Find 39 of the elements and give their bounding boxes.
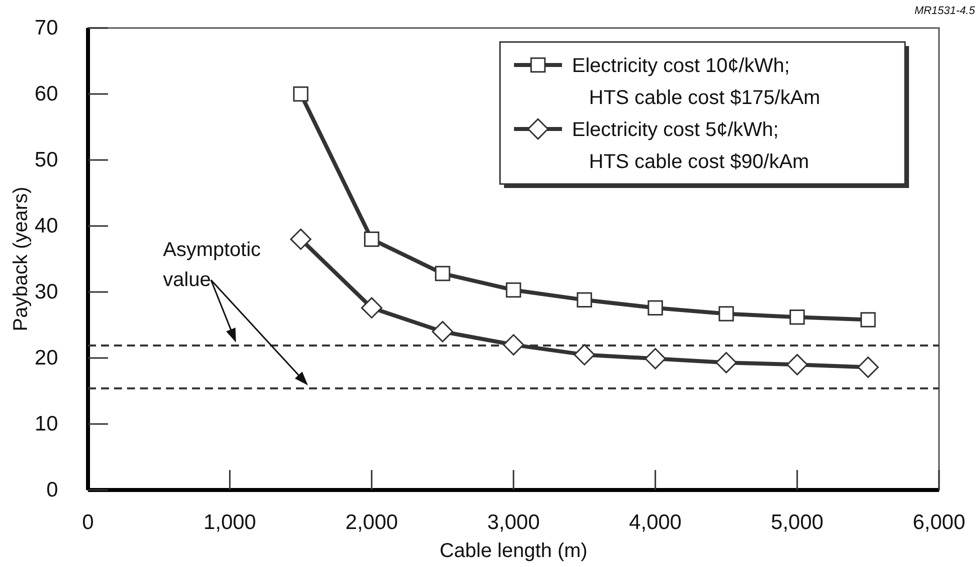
x-tick-label: 1,000 (204, 510, 256, 534)
point (860, 312, 876, 328)
point (718, 306, 734, 322)
y-tick-label: 60 (34, 82, 58, 106)
y-tick-label: 50 (34, 148, 58, 172)
x-tick-label: 2,000 (345, 510, 398, 534)
point (716, 352, 737, 374)
x-tick-label: 0 (82, 510, 94, 534)
y-tick-label: 20 (34, 346, 58, 370)
text: MR1531-4.5 (914, 5, 976, 17)
y-tick-label: 30 (34, 280, 58, 304)
point (648, 300, 663, 316)
x-axis-title: Cable length (m) (440, 540, 588, 562)
point (434, 266, 450, 282)
y-tick-label: 10 (34, 412, 58, 436)
y-tick-label: 0 (46, 478, 58, 502)
point (574, 344, 596, 366)
y-tick-label: 40 (34, 214, 58, 238)
annotation: Asymptotic value (163, 239, 261, 291)
point (432, 320, 454, 342)
point (293, 86, 308, 102)
point (790, 309, 805, 325)
y-tick-label: 70 (34, 16, 58, 40)
point (502, 334, 524, 356)
point (364, 232, 380, 247)
point (857, 356, 879, 378)
x-tick-label: 6,000 (912, 510, 966, 534)
legend-label: Electricity cost 5¢/kWh; HTS cable cost $90/kAm (572, 119, 810, 173)
x-tick-label: 5,000 (770, 510, 824, 534)
y-axis-title: Payback (years) (10, 186, 32, 332)
x-tick-label: 3,000 (487, 510, 540, 534)
x-tick-label: 4,000 (629, 510, 682, 534)
point (506, 282, 522, 298)
point (644, 348, 666, 370)
point (576, 292, 592, 308)
legend-label: Electricity cost 10¢/kWh; HTS cable cost $175/kAm (572, 55, 820, 109)
point (786, 354, 808, 376)
point (361, 297, 382, 318)
point (290, 228, 312, 250)
